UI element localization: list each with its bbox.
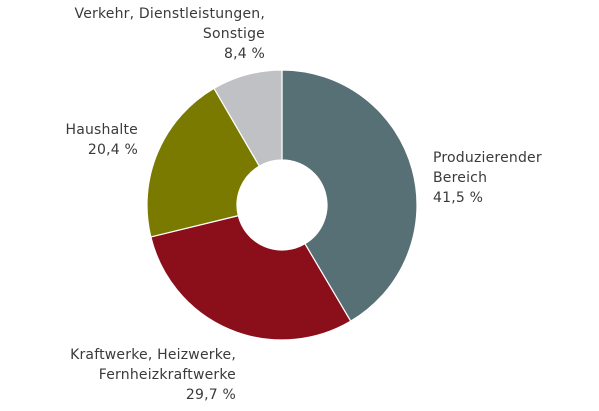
label-verkehr-line1: Verkehr, Dienstleistungen, (74, 6, 265, 22)
label-haushalte-line1: Haushalte (65, 122, 138, 138)
label-produzierender-line1: Produzierender (433, 150, 542, 166)
slice-verkehr (213, 69, 283, 167)
label-produzierender-value: 41,5 % (433, 190, 484, 206)
label-verkehr-line2: Sonstige (202, 26, 265, 42)
label-kraftwerke: Kraftwerke, Heizwerke, Fernheizkraftwerk… (70, 345, 236, 405)
label-haushalte: Haushalte 20,4 % (65, 120, 138, 160)
label-verkehr-value: 8,4 % (223, 46, 265, 62)
label-verkehr: Verkehr, Dienstleistungen, Sonstige 8,4 … (75, 4, 266, 64)
label-kraftwerke-line1: Kraftwerke, Heizwerke, (70, 347, 236, 363)
label-kraftwerke-value: 29,7 % (185, 387, 236, 403)
label-haushalte-value: 20,4 % (87, 142, 138, 158)
slice-kraftwerke (150, 214, 352, 341)
label-kraftwerke-line2: Fernheizkraftwerke (98, 367, 236, 383)
slice-haushalte (146, 87, 261, 238)
label-produzierender-line2: Bereich (433, 170, 488, 186)
label-produzierender-bereich: Produzierender Bereich 41,5 % (433, 148, 542, 208)
slice-produzierender-bereich (281, 69, 418, 323)
